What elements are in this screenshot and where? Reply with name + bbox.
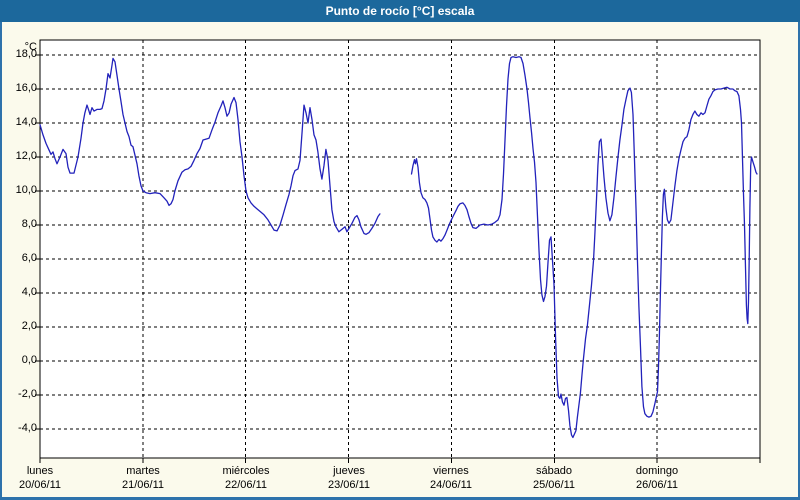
day-date: 25/06/11 xyxy=(532,479,575,491)
x-day-label-domingo: domingo 26/06/11 xyxy=(607,464,707,492)
x-day-label-miercoles: miércoles 22/06/11 xyxy=(196,464,296,492)
x-day-label-martes: martes 21/06/11 xyxy=(93,464,193,492)
y-tick-label-0: 0,0 xyxy=(21,354,37,366)
day-date: 20/06/11 xyxy=(18,479,61,491)
y-tick-label-10: 10,0 xyxy=(15,184,37,196)
day-name: lunes xyxy=(26,465,54,477)
y-tick-label-4: 4,0 xyxy=(21,286,37,298)
day-name: martes xyxy=(126,465,160,477)
chart-area: °C 18,0 16,0 14,0 12,0 10,0 8,0 6,0 4,0 … xyxy=(0,22,800,497)
day-date: 23/06/11 xyxy=(327,479,370,491)
dew-point-line-chart xyxy=(35,39,761,463)
y-tick-label-14: 14,0 xyxy=(15,116,37,128)
y-tick-label-8: 8,0 xyxy=(21,218,37,230)
x-day-label-jueves: jueves 23/06/11 xyxy=(299,464,399,492)
day-name: domingo xyxy=(635,465,679,477)
day-name: miércoles xyxy=(222,465,270,477)
day-name: jueves xyxy=(333,465,365,477)
window-title: Punto de rocío [°C] escala xyxy=(325,4,475,18)
day-date: 24/06/11 xyxy=(429,479,472,491)
y-tick-label-16: 16,0 xyxy=(15,82,37,94)
y-axis-unit-label: °C xyxy=(24,41,37,53)
y-tick-label-neg4: -4,0 xyxy=(18,422,37,434)
x-day-label-lunes: lunes 20/06/11 xyxy=(0,464,90,492)
day-date: 21/06/11 xyxy=(121,479,164,491)
y-tick-label-12: 12,0 xyxy=(15,150,37,162)
day-name: sábado xyxy=(535,465,573,477)
y-tick-label-18: 18,0 xyxy=(15,48,37,60)
y-tick-label-2: 2,0 xyxy=(21,320,37,332)
x-day-label-viernes: viernes 24/06/11 xyxy=(401,464,501,492)
title-bar: Punto de rocío [°C] escala xyxy=(0,0,800,22)
y-tick-label-neg2: -2,0 xyxy=(18,388,37,400)
x-day-label-sabado: sábado 25/06/11 xyxy=(504,464,604,492)
day-date: 22/06/11 xyxy=(224,479,267,491)
day-name: viernes xyxy=(433,465,469,477)
day-date: 26/06/11 xyxy=(635,479,678,491)
y-tick-label-6: 6,0 xyxy=(21,252,37,264)
